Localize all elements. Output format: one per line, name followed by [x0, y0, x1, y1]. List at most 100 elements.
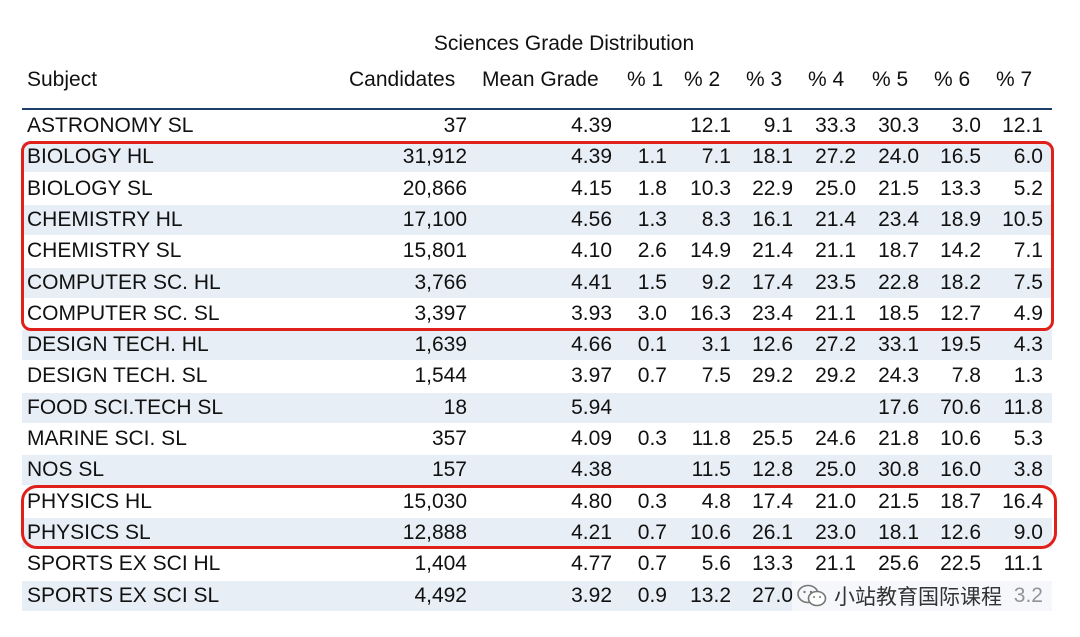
col-p2: % 2 — [684, 68, 721, 91]
cell-p2: 5.6 — [701, 552, 731, 576]
cell-p1: 3.0 — [637, 301, 667, 325]
cell-p6: 10.6 — [940, 427, 981, 450]
cell-p2: 10.3 — [690, 176, 731, 200]
table-row: FOOD SCI.TECH SL 18 5.94 17.6 70.6 11.8 — [22, 392, 1052, 423]
cell-p7: 11.8 — [1003, 395, 1043, 419]
cell-candidates: 3,397 — [414, 301, 467, 325]
cell-mean: 4.56 — [571, 207, 612, 231]
cell-mean: 4.80 — [571, 489, 612, 513]
cell-p1: 0.3 — [637, 427, 667, 450]
table-row: NOS SL 157 4.38 11.5 12.8 25.0 30.8 16.0 3.8 — [22, 455, 1052, 486]
col-subject: Subject — [27, 68, 98, 91]
cell-p6: 16.5 — [940, 145, 981, 169]
cell-p3: 13.3 — [752, 552, 793, 576]
cell-p7: 9.0 — [1013, 520, 1043, 544]
cell-p2: 4.8 — [701, 489, 731, 513]
cell-subject: SPORTS EX SCI HL — [27, 552, 221, 576]
cell-p6: 22.5 — [940, 552, 981, 576]
cell-candidates: 157 — [431, 458, 467, 482]
cell-candidates: 1,404 — [414, 552, 467, 576]
cell-p1: 0.3 — [637, 489, 667, 513]
cell-p4: 29.2 — [815, 364, 856, 388]
cell-p5: 30.3 — [878, 114, 919, 137]
cell-p5: 22.8 — [878, 270, 919, 294]
cell-p2: 12.1 — [690, 114, 731, 137]
cell-p7: 4.3 — [1013, 333, 1043, 357]
cell-p6: 12.6 — [940, 520, 981, 544]
cell-subject: FOOD SCI.TECH SL — [27, 395, 224, 419]
table-row: BIOLOGY SL 20,866 4.15 1.8 10.3 22.9 25.0 21.5 1… — [22, 174, 1052, 204]
cell-p5: 18.1 — [878, 520, 919, 544]
col-p5: % 5 — [872, 68, 909, 91]
cell-candidates: 37 — [443, 114, 467, 137]
cell-p1: 0.7 — [637, 552, 667, 576]
cell-p7: 5.2 — [1013, 176, 1043, 200]
cell-subject: DESIGN TECH. SL — [27, 364, 208, 388]
wechat-icon — [797, 584, 827, 607]
cell-mean: 4.09 — [571, 427, 612, 450]
cell-p1: 1.5 — [637, 270, 667, 294]
cell-subject: DESIGN TECH. HL — [27, 333, 209, 357]
cell-p2: 8.3 — [701, 207, 731, 231]
cell-p7: 5.3 — [1013, 427, 1043, 450]
cell-subject: CHEMISTRY SL — [27, 239, 182, 263]
cell-mean: 3.93 — [571, 301, 612, 325]
cell-p6: 3.0 — [951, 114, 981, 137]
cell-subject: PHYSICS HL — [27, 489, 152, 513]
cell-mean: 4.41 — [571, 270, 612, 294]
cell-p5: 25.6 — [878, 552, 919, 576]
cell-mean: 4.15 — [571, 176, 612, 200]
cell-p7: 4.9 — [1013, 301, 1043, 325]
cell-p3: 26.1 — [752, 520, 793, 544]
cell-p1: 0.1 — [637, 333, 667, 357]
cell-p6: 19.5 — [940, 333, 981, 357]
col-p3: % 3 — [746, 68, 783, 91]
cell-p4: 23.0 — [815, 520, 856, 544]
cell-p6: 70.6 — [940, 395, 981, 419]
watermark: 小站教育国际课程 — [792, 578, 1070, 614]
cell-p4: 21.1 — [815, 239, 856, 263]
cell-p6: 18.2 — [940, 270, 981, 294]
cell-p5: 24.3 — [878, 364, 919, 388]
cell-p5: 24.0 — [878, 145, 919, 169]
table-title: Sciences Grade Distribution — [433, 32, 695, 55]
cell-candidates: 20,866 — [402, 176, 467, 200]
cell-p3: 16.1 — [752, 207, 793, 231]
cell-p6: 12.7 — [940, 301, 981, 325]
cell-p6: 18.9 — [940, 207, 981, 231]
cell-p3: 22.9 — [752, 176, 793, 200]
cell-candidates: 1,639 — [414, 333, 467, 357]
cell-candidates: 4,492 — [414, 583, 467, 607]
cell-subject: COMPUTER SC. SL — [27, 301, 220, 325]
cell-mean: 4.21 — [571, 520, 612, 544]
cell-candidates: 15,801 — [402, 239, 467, 263]
cell-p2: 11.8 — [691, 427, 731, 450]
cell-mean: 5.94 — [571, 395, 612, 419]
col-candidates: Candidates — [349, 68, 456, 91]
table-row: CHEMISTRY HL 17,100 4.56 1.3 8.3 16.1 21.4 23.4… — [22, 204, 1052, 235]
cell-p1: 0.9 — [637, 583, 667, 607]
col-p6: % 6 — [934, 68, 971, 91]
table-row: BIOLOGY HL 31,912 4.39 1.1 7.1 18.1 27.2 24.0 16… — [22, 142, 1052, 173]
cell-p3: 29.2 — [752, 364, 793, 388]
cell-p5: 18.5 — [878, 301, 919, 325]
cell-p6: 18.7 — [940, 489, 981, 513]
cell-p4: 21.0 — [815, 489, 856, 513]
cell-p7: 7.5 — [1013, 270, 1043, 294]
cell-p6: 13.3 — [940, 176, 981, 200]
cell-p5: 21.8 — [878, 427, 919, 450]
cell-p2: 11.5 — [691, 458, 731, 482]
cell-p4: 21.1 — [815, 301, 856, 325]
cell-p7: 1.3 — [1013, 364, 1043, 388]
cell-subject: SPORTS EX SCI SL — [27, 583, 220, 607]
table-row: CHEMISTRY SL 15,801 4.10 2.6 14.9 21.4 21.1 18.… — [22, 236, 1052, 266]
table-row: COMPUTER SC. SL 3,397 3.93 3.0 16.3 23.4 21.1 1… — [22, 299, 1052, 329]
cell-candidates: 15,030 — [402, 489, 467, 513]
table-row: ASTRONOMY SL 37 4.39 12.1 9.1 33.3 30.3 3.0 12.1 — [22, 111, 1052, 141]
cell-candidates: 3,766 — [414, 270, 467, 294]
cell-p4: 23.5 — [815, 270, 856, 294]
cell-p3: 25.5 — [752, 427, 793, 450]
cell-p2: 10.6 — [690, 520, 731, 544]
table-header: Subject Candidates Mean Grade % 1 % 2 % … — [22, 68, 1052, 98]
cell-p5: 21.5 — [878, 176, 919, 200]
